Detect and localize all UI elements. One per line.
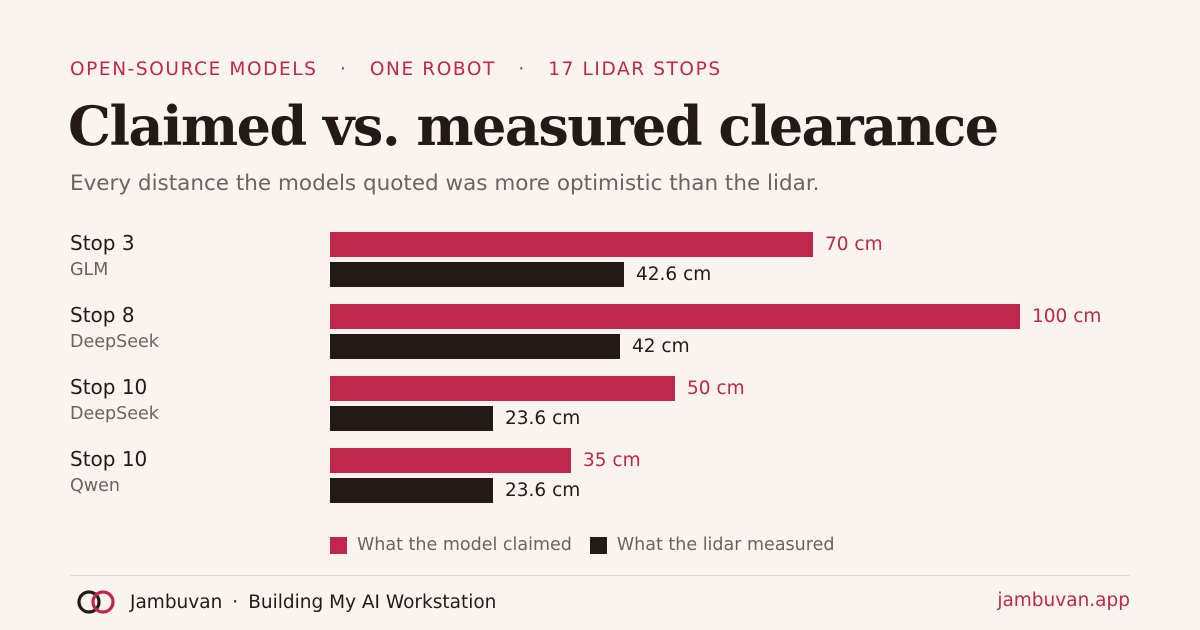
model-label: DeepSeek [70,404,159,424]
data-label-measured-1: 42 cm [632,336,690,357]
bar-measured-2 [330,406,493,431]
model-label: Qwen [70,476,120,496]
bar-measured-3 [330,478,493,503]
data-label-claimed-1: 100 cm [1032,306,1102,327]
stop-label: Stop 8 [70,303,135,327]
bar-measured-0 [330,262,624,287]
eyebrow-separator-2: · [518,59,526,80]
stop-label: Stop 10 [70,447,148,471]
stop-label: Stop 3 [70,231,135,255]
category-label-0: Stop 3 GLM [70,231,135,281]
data-label-measured-2: 23.6 cm [505,408,581,429]
legend-label-claimed: What the model claimed [357,535,572,555]
legend-item-claimed: What the model claimed [330,535,572,555]
bar-measured-1 [330,334,620,359]
model-label: DeepSeek [70,332,159,352]
bar-claimed-3 [330,448,571,473]
legend-swatch-claimed [330,536,347,554]
footer-separator: · [232,591,239,613]
footer-divider [70,575,1130,576]
category-label-1: Stop 8 DeepSeek [70,303,159,353]
category-label-3: Stop 10 Qwen [70,447,147,497]
footer-brand: Jambuvan · Building My AI Workstation [76,589,496,615]
eyebrow-separator-1: · [339,59,348,80]
bar-claimed-1 [330,304,1020,329]
model-label: GLM [70,260,109,280]
data-label-measured-0: 42.6 cm [636,264,712,285]
data-label-claimed-0: 70 cm [825,234,883,255]
series-name: Building My AI Workstation [248,591,497,613]
data-label-measured-3: 23.6 cm [505,480,581,501]
eyebrow-part-1: OPEN-SOURCE MODELS [70,59,318,80]
eyebrow: OPEN-SOURCE MODELS · ONE ROBOT · 17 LIDA… [70,59,722,80]
eyebrow-part-3: 17 LIDAR STOPS [548,59,722,80]
data-label-claimed-2: 50 cm [687,378,745,399]
legend-swatch-measured [589,536,607,554]
stop-label: Stop 10 [70,375,148,399]
legend-item-measured: What the lidar measured [589,535,835,555]
site-link[interactable]: jambuvan.app [997,590,1130,611]
legend-label-measured: What the lidar measured [616,535,835,555]
bar-claimed-2 [330,376,675,401]
data-label-claimed-3: 35 cm [583,450,641,471]
bar-claimed-0 [330,232,813,257]
brand-name: Jambuvan [130,591,223,613]
eyebrow-part-2: ONE ROBOT [369,59,496,80]
legend: What the model claimed What the lidar me… [330,535,852,555]
chart-subtitle: Every distance the models quoted was mor… [70,171,820,196]
category-label-2: Stop 10 DeepSeek [70,375,159,425]
interlinked-rings-icon [77,590,115,614]
chart-title: Claimed vs. measured clearance [68,94,999,158]
